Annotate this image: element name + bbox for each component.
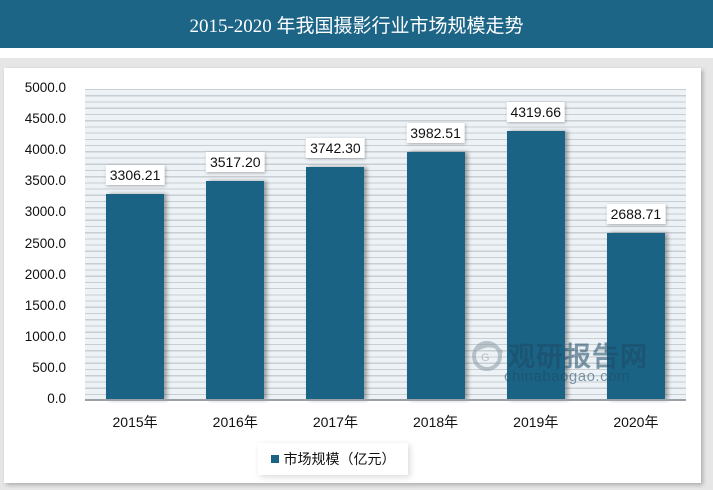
y-tick-label: 1500.0: [24, 297, 66, 313]
y-tick-label: 500.0: [32, 359, 66, 375]
x-tick-label: 2018年: [413, 414, 459, 430]
bar: [606, 232, 665, 400]
x-tick-label: 2019年: [513, 414, 559, 430]
bar: [306, 167, 365, 400]
data-label: 3306.21: [105, 165, 165, 186]
legend-label: 市场规模（亿元）: [283, 451, 396, 467]
watermark-text-cn: 观研报告网: [508, 342, 648, 372]
bar: [506, 131, 565, 400]
plot-area: [85, 89, 686, 400]
svg-text:G: G: [481, 352, 490, 364]
x-axis-line: [85, 399, 686, 401]
data-label: 2688.71: [606, 203, 666, 224]
bar: [106, 194, 165, 400]
y-tick-label: 3000.0: [24, 204, 66, 220]
y-tick-label: 4500.0: [24, 111, 66, 127]
y-tick-label: 2500.0: [24, 235, 66, 251]
watermark-text-en: chinabaogao.com: [504, 368, 630, 385]
bar: [206, 181, 265, 400]
legend: 市场规模（亿元）: [258, 443, 408, 475]
data-label: 4319.66: [506, 102, 566, 123]
x-tick-label: 2015年: [112, 414, 158, 430]
y-tick-label: 2000.0: [24, 266, 66, 282]
y-tick-label: 0.0: [47, 391, 66, 406]
x-tick-label: 2017年: [312, 414, 358, 430]
y-tick-label: 5000.0: [24, 80, 66, 95]
data-label: 3982.51: [406, 123, 465, 144]
x-tick-label: 2016年: [212, 414, 258, 430]
watermark-logo-icon: G: [472, 341, 504, 371]
legend-swatch-icon: [270, 455, 279, 463]
data-label: 3742.30: [306, 138, 365, 159]
chart-title: 2015-2020 年我国摄影行业市场规模走势: [189, 15, 524, 37]
x-tick-label: 2020年: [613, 414, 659, 430]
y-tick-label: 1000.0: [24, 328, 66, 344]
y-tick-label: 3500.0: [24, 173, 66, 189]
bar: [406, 152, 465, 400]
chart-title-bar: 2015-2020 年我国摄影行业市场规模走势: [0, 0, 713, 48]
y-tick-label: 4000.0: [24, 142, 66, 158]
data-label: 3517.20: [205, 152, 265, 173]
